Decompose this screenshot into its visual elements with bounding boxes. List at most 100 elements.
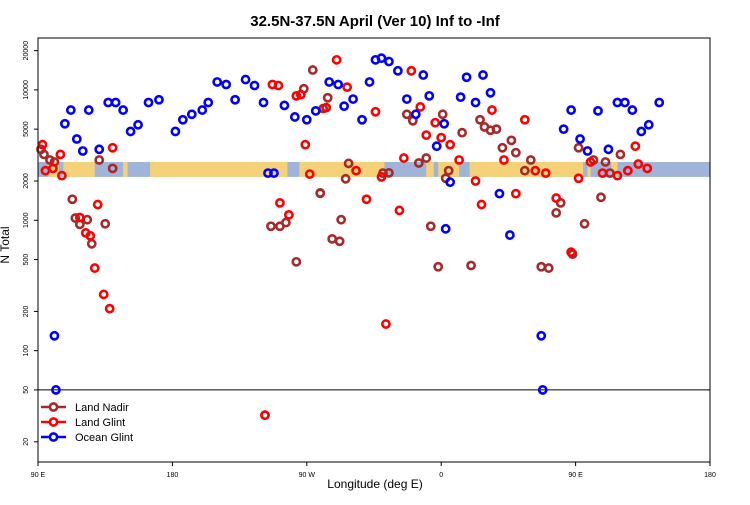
data-point <box>445 139 456 150</box>
data-point <box>398 153 409 163</box>
y-tick-label: 20 <box>23 438 30 446</box>
data-point <box>177 114 188 125</box>
land-segment <box>611 161 618 177</box>
data-point <box>421 153 432 163</box>
data-point <box>89 263 100 273</box>
land-segment <box>123 161 128 177</box>
x-tick-label: 90 W <box>299 472 316 479</box>
data-point <box>94 155 105 165</box>
data-point <box>418 70 429 80</box>
data-point <box>413 158 424 168</box>
data-point <box>301 114 312 125</box>
data-point <box>415 102 426 112</box>
x-tick-label: 90 E <box>31 472 46 479</box>
data-point <box>475 114 485 125</box>
land-segment <box>63 161 95 177</box>
x-tick-label: 90 E <box>568 472 583 479</box>
data-point <box>59 118 70 129</box>
data-point <box>370 106 381 117</box>
data-point <box>361 194 372 205</box>
data-point <box>339 101 350 112</box>
data-point <box>536 330 547 341</box>
data-point <box>579 218 590 229</box>
data-point <box>280 217 291 228</box>
data-point <box>83 105 94 115</box>
data-point <box>307 65 318 75</box>
data-point <box>273 80 284 91</box>
data-point <box>321 102 332 113</box>
legend: Land Nadir Land Glint Ocean Glint <box>41 402 133 444</box>
data-point <box>437 109 448 120</box>
data-point <box>530 165 541 176</box>
data-point <box>275 197 285 208</box>
x-tick-label: 0 <box>439 472 443 479</box>
x-axis-label: Longitude (deg E) <box>327 477 422 491</box>
data-point <box>597 168 608 179</box>
land-segment <box>438 161 460 177</box>
data-point <box>487 105 497 115</box>
data-point <box>394 205 405 216</box>
y-tick-label: 5000 <box>23 121 30 137</box>
data-point <box>424 90 435 101</box>
land-segment <box>469 161 584 177</box>
data-point <box>203 97 214 108</box>
data-point <box>633 159 644 169</box>
data-point <box>619 97 630 108</box>
data-point <box>455 92 466 103</box>
data-point <box>421 130 432 141</box>
data-point <box>433 261 444 272</box>
data-point <box>440 223 451 234</box>
data-point <box>381 319 391 329</box>
data-point <box>445 177 456 188</box>
y-tick-label: 10000 <box>23 80 30 100</box>
legend-marker <box>48 432 59 442</box>
data-point <box>376 172 387 182</box>
y-tick-label: 1000 <box>23 212 30 228</box>
data-point <box>333 79 344 90</box>
legend-marker <box>48 402 59 412</box>
data-point <box>600 157 611 167</box>
data-point <box>258 97 269 108</box>
data-point <box>343 158 354 169</box>
data-point <box>573 142 584 153</box>
data-point <box>406 65 417 76</box>
data-point <box>104 303 115 314</box>
data-point <box>384 56 394 67</box>
data-points <box>36 53 665 421</box>
data-point <box>454 155 465 165</box>
map-band <box>38 161 710 177</box>
data-point <box>65 105 76 115</box>
data-point <box>566 105 577 115</box>
data-point <box>85 230 96 241</box>
data-point <box>197 105 208 115</box>
data-point <box>443 165 454 176</box>
land-segment <box>587 161 591 177</box>
data-point <box>118 105 129 115</box>
data-point <box>70 213 81 223</box>
series-ocean-glint <box>49 53 665 395</box>
data-point <box>430 117 441 128</box>
data-point <box>260 410 270 421</box>
y-tick-label: 200 <box>23 305 30 317</box>
data-point <box>566 247 577 258</box>
data-point <box>56 170 67 181</box>
data-point <box>351 165 361 176</box>
data-point <box>504 230 515 240</box>
data-point <box>71 134 82 144</box>
data-point <box>425 221 436 232</box>
land-segment <box>426 161 434 177</box>
series-land-glint <box>37 54 653 421</box>
data-point <box>654 97 665 108</box>
data-point <box>221 79 232 90</box>
data-point <box>540 168 551 179</box>
plot-frame <box>37 37 711 463</box>
y-tick-label: 100 <box>23 345 30 357</box>
data-point <box>439 118 450 129</box>
data-point <box>497 142 508 153</box>
data-point <box>357 114 367 125</box>
data-point <box>622 165 633 176</box>
data-point <box>92 199 103 210</box>
data-point <box>575 134 585 144</box>
data-point <box>103 97 114 108</box>
land-segment <box>299 161 385 177</box>
